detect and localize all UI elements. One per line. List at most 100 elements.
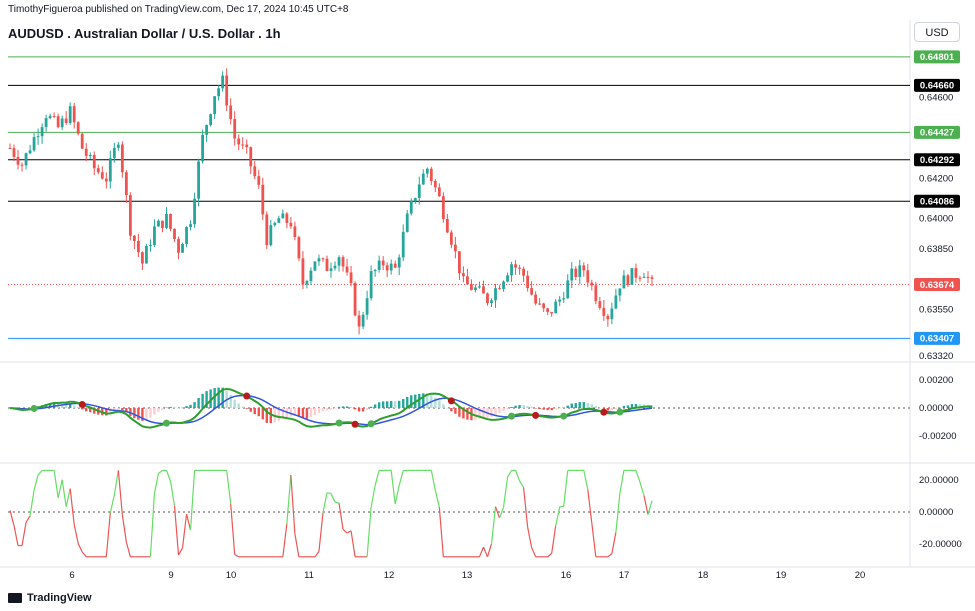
candle-body [650, 277, 654, 279]
price-tags: 0.64801 0.64660 0.64427 0.64292 0.64086 0.634… [914, 50, 960, 345]
macd-histogram-bar [217, 387, 220, 408]
candle-body [590, 282, 594, 286]
osc-line-segment [230, 503, 236, 555]
macd-histogram-bar [398, 400, 401, 408]
candle-body [494, 288, 497, 301]
candle-body [221, 75, 225, 89]
macd-histogram-bar [586, 403, 589, 408]
candle-body [470, 284, 473, 290]
candle-body [498, 288, 501, 290]
macd-histogram-bar [594, 406, 598, 408]
macd-cross-dot [243, 392, 251, 400]
macd-histogram-bar [205, 391, 208, 408]
candle-body [646, 276, 650, 278]
macd-histogram-bar [173, 407, 176, 408]
candle-body [630, 268, 634, 285]
macd-histogram-bar [542, 408, 545, 410]
candle-body [329, 268, 333, 272]
candle-body [610, 308, 614, 320]
candle-body [48, 115, 52, 119]
macd-histogram-bar [277, 408, 281, 421]
candle-body [321, 258, 325, 260]
candle-body [558, 299, 562, 302]
osc-line-segment [326, 492, 332, 495]
osc-line-segment [9, 510, 15, 526]
macd-histogram-bar [337, 406, 341, 408]
macd-histogram-bar [153, 408, 156, 415]
macd-histogram-bar [249, 408, 252, 412]
candle-body [72, 106, 76, 123]
candle-body [309, 270, 313, 282]
candle-body [209, 114, 213, 126]
osc-line-segment [527, 526, 533, 548]
candle-body [92, 155, 96, 169]
osc-line-segment [318, 512, 324, 552]
candle-body [265, 214, 269, 246]
candle-body [76, 122, 80, 134]
candle-body [566, 280, 570, 299]
osc-line-segment [434, 490, 440, 508]
candle-body [345, 266, 349, 273]
macd-histogram-bar [614, 408, 618, 410]
macd-histogram-bar [438, 400, 441, 408]
macd-histogram-bar [369, 406, 373, 408]
y-tick-label: 0.63850 [919, 244, 953, 255]
candle-body [233, 119, 237, 139]
osc-line-segment [555, 506, 561, 526]
candle-body [514, 264, 517, 268]
macd-histogram-bar [125, 408, 128, 413]
osc-line-segment [342, 528, 348, 534]
candle-body [642, 276, 646, 278]
macd-cross-dot [447, 397, 455, 405]
y-tick-label: 0.63320 [919, 351, 953, 362]
tradingview-logo-icon [8, 593, 22, 603]
osc-line-segment [643, 495, 649, 515]
candle-body [177, 239, 180, 253]
osc-line-segment [282, 523, 288, 557]
candle-body [137, 241, 140, 253]
candle-body [157, 220, 160, 227]
macd-histogram-bar [117, 408, 120, 410]
osc-line-segment [482, 546, 489, 558]
level-tag [914, 194, 960, 208]
macd-histogram-bar [353, 408, 357, 410]
candle-body [112, 147, 116, 159]
macd-histogram-bar [410, 395, 413, 408]
level-tag [914, 331, 960, 345]
macd-histogram-bar [209, 389, 212, 408]
currency-button[interactable]: USD [914, 22, 960, 42]
candle-body [52, 115, 56, 117]
candle-body [169, 213, 172, 229]
osc-line-segment [37, 470, 43, 476]
osc-line-segment [374, 470, 380, 486]
candle-body [16, 156, 20, 165]
x-tick-label: 19 [776, 570, 787, 581]
macd-histogram-bar [269, 408, 273, 424]
candle-body [429, 168, 433, 181]
macd-histogram-bar [141, 408, 144, 421]
candle-body [357, 315, 361, 327]
osc-line-segment [29, 490, 35, 516]
macd-histogram-bar [73, 405, 76, 408]
osc-line-segment [21, 522, 27, 546]
candle-body [149, 245, 152, 247]
osc-line-segment [185, 513, 192, 531]
candle-body [453, 244, 457, 252]
macd-histogram-bar [261, 408, 264, 420]
osc-line-segment [165, 470, 172, 482]
macd-histogram-bar [321, 408, 325, 412]
candle-body [425, 168, 429, 174]
candle-body [377, 260, 381, 270]
macd-histogram-bar [89, 408, 92, 413]
candle-body [598, 301, 602, 308]
macd-histogram-bar [121, 408, 124, 411]
osc-line-segment [125, 542, 131, 557]
macd-histogram-bar [373, 404, 377, 408]
candle-body [385, 265, 389, 271]
candle-body [165, 213, 168, 228]
candle-body [32, 137, 36, 151]
osc-line-segment [438, 507, 444, 557]
osc-line-segment [61, 479, 67, 507]
macd-histogram-bar [213, 388, 216, 408]
